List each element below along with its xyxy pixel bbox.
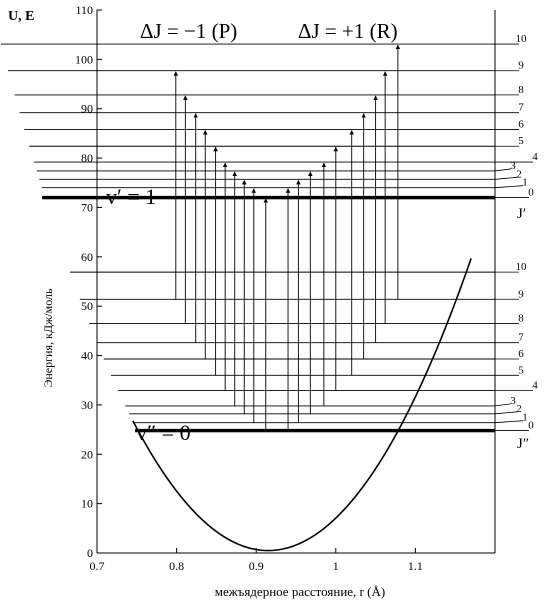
y-tick-label: 70: [81, 200, 93, 214]
transition-arrows: [173, 44, 401, 431]
y-tick-label: 0: [87, 546, 93, 560]
upper-level-connector: [494, 185, 524, 189]
lower-level-label: 8: [518, 312, 524, 324]
lower-level-connector: [494, 420, 524, 424]
y-tick-label: 20: [81, 447, 93, 461]
y-tick-label: 50: [81, 299, 93, 313]
y-axis-title: U, E: [8, 9, 34, 24]
y-tick-label: 30: [81, 398, 93, 412]
lower-vibrational-label: v″ = 0: [136, 420, 191, 445]
r-branch-label: ΔJ = +1 (R): [298, 19, 398, 43]
y-tick-label: 90: [81, 102, 93, 116]
upper-rotational-j-label: J′: [517, 206, 526, 222]
potential-curve: [132, 258, 472, 552]
upper-level-label: 5: [518, 135, 524, 147]
lower-level-label: 3: [510, 395, 516, 407]
y-tick-label: 10: [81, 497, 93, 511]
x-tick-label: 0.8: [169, 559, 184, 573]
upper-level-label: 0: [528, 187, 534, 199]
y-tick-label: 80: [81, 151, 93, 165]
upper-level-label: 1: [522, 177, 528, 189]
upper-level-label: 6: [518, 118, 524, 130]
lower-level-label: 1: [522, 412, 528, 424]
lower-level-connector: [494, 411, 518, 415]
lower-level-label: 6: [518, 348, 524, 360]
upper-level-label: 8: [518, 84, 524, 96]
lower-level-label: 9: [518, 288, 524, 300]
y-tick-label: 100: [75, 52, 93, 66]
lower-level-label: 5: [518, 364, 524, 376]
x-axis-label: межъядерное расстояние, r (Å): [215, 584, 385, 599]
upper-level-connector: [494, 168, 512, 172]
lower-level-label: 4: [532, 380, 538, 392]
upper-level-label: 9: [518, 60, 524, 72]
lower-level-label: 0: [528, 420, 534, 432]
lower-rotational-j-label: J″: [517, 436, 529, 452]
y-tick-label: 40: [81, 349, 93, 363]
upper-level-label: 4: [532, 151, 538, 163]
lower-level-label: 7: [518, 332, 524, 344]
x-tick-label: 0.7: [90, 559, 105, 573]
x-tick-label: 1.1: [408, 559, 423, 573]
p-branch-label: ΔJ = −1 (P): [140, 19, 237, 43]
lower-level-label: 10: [516, 261, 528, 273]
upper-level-label: 3: [510, 160, 516, 172]
y-axis-label: Энергия, кДж/моль: [41, 288, 55, 388]
upper-level-label: 2: [516, 168, 522, 180]
y-tick-label: 110: [75, 3, 93, 17]
y-tick-label: 60: [81, 250, 93, 264]
lower-level-connector: [494, 403, 512, 407]
upper-level-label: 10: [516, 33, 528, 45]
lower-level-label: 2: [516, 403, 522, 415]
x-tick-label: 0.9: [249, 559, 264, 573]
x-tick-label: 1: [333, 559, 339, 573]
upper-level-label: 7: [518, 102, 524, 114]
potential-curve-group: [132, 258, 472, 552]
axes: 0 10 20 30 40 50 60 70 80 90 100 110 0.7 0.8 0.9 1 1.1: [75, 3, 496, 573]
upper-level-connector: [494, 176, 518, 180]
